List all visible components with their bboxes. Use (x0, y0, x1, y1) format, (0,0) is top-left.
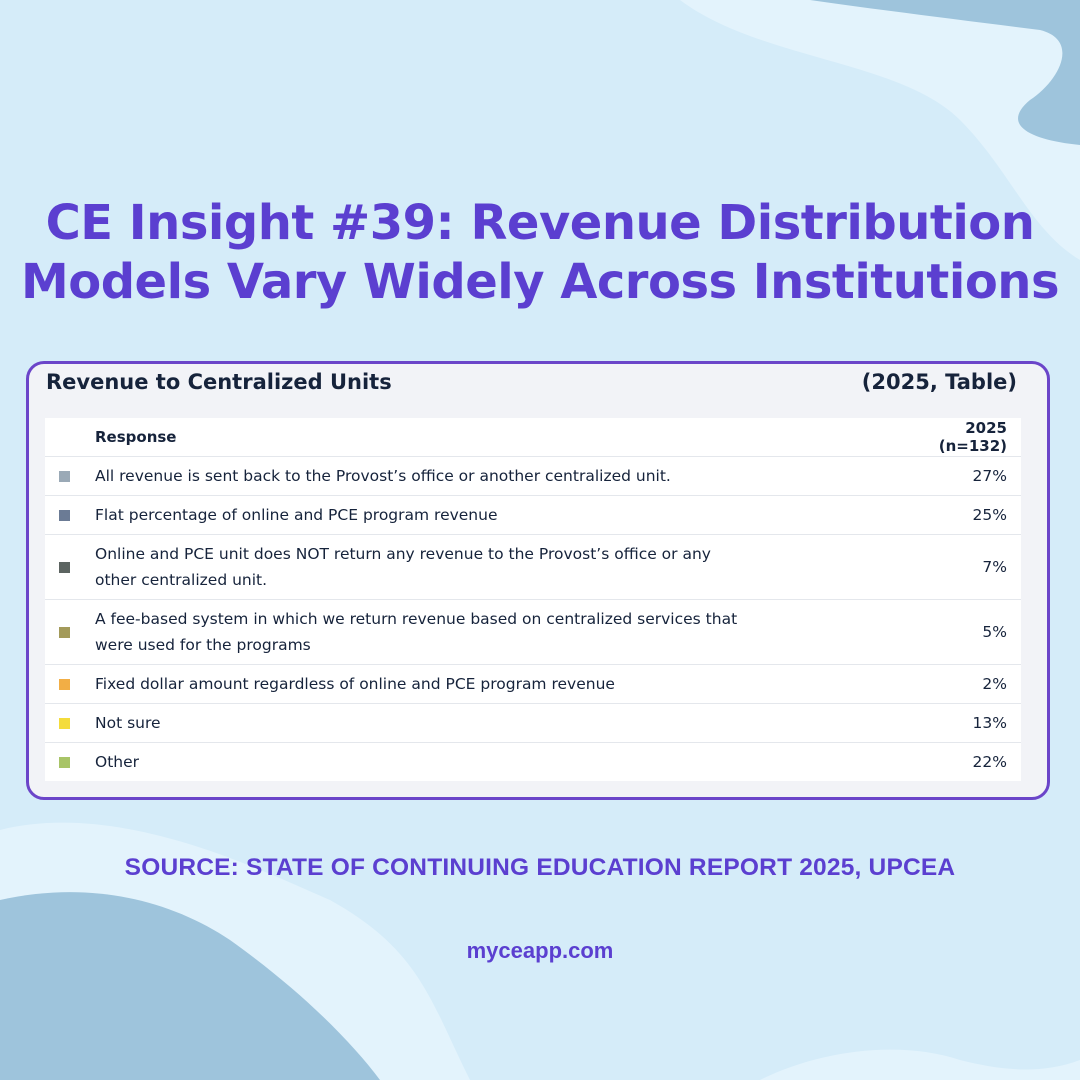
color-swatch (59, 717, 70, 729)
page-title-line-1: CE Insight #39: Revenue Distribution (45, 195, 1035, 251)
table-row: Fixed dollar amount regardless of online… (45, 664, 1021, 704)
row-swatch-cell (45, 664, 95, 704)
color-swatch (59, 470, 70, 482)
row-value: 13% (904, 703, 1021, 743)
page-title: CE Insight #39: Revenue Distribution Mod… (0, 194, 1080, 312)
row-value: 27% (904, 456, 1021, 496)
row-value: 2% (904, 664, 1021, 704)
color-swatch (59, 561, 70, 573)
column-header-response: Response (95, 428, 177, 446)
row-value: 25% (904, 495, 1021, 535)
data-table: Response 2025 (n=132) All revenue is sen… (45, 418, 1021, 781)
row-swatch-cell (45, 703, 95, 743)
website-link[interactable]: myceapp.com (466, 938, 614, 963)
row-label: All revenue is sent back to the Provost’… (95, 456, 905, 496)
table-panel: Revenue to Centralized Units (2025, Tabl… (26, 361, 1050, 800)
panel-subtitle: (2025, Table) (861, 370, 1017, 394)
page-title-line-2: Models Vary Widely Across Institutions (20, 254, 1060, 310)
bottom-right-wave (760, 1049, 1080, 1080)
row-label: Online and PCE unit does NOT return any … (95, 534, 905, 600)
row-label: Other (95, 742, 905, 781)
row-label: A fee-based system in which we return re… (95, 599, 905, 665)
color-swatch (59, 626, 70, 638)
table-row: Online and PCE unit does NOT return any … (45, 534, 1021, 600)
row-swatch-cell (45, 599, 95, 665)
row-swatch-cell (45, 495, 95, 535)
table-row: All revenue is sent back to the Provost’… (45, 456, 1021, 496)
row-label: Flat percentage of online and PCE progra… (95, 495, 905, 535)
panel-title: Revenue to Centralized Units (46, 370, 392, 394)
column-header-value: 2025 (n=132) (938, 419, 1007, 455)
color-swatch (59, 756, 70, 768)
top-right-wave-light (680, 0, 1080, 260)
table-row: Flat percentage of online and PCE progra… (45, 495, 1021, 535)
table-body: All revenue is sent back to the Provost’… (45, 456, 1021, 781)
row-value: 7% (904, 534, 1021, 600)
table-row: Not sure 13% (45, 703, 1021, 743)
bottom-left-wave-dark (0, 892, 380, 1080)
row-value: 5% (904, 599, 1021, 665)
table-container: Response 2025 (n=132) All revenue is sen… (45, 418, 1021, 781)
color-swatch (59, 678, 70, 690)
table-row: A fee-based system in which we return re… (45, 599, 1021, 665)
table-header-row: Response 2025 (n=132) (45, 418, 1021, 457)
swatch-header (45, 418, 95, 457)
row-swatch-cell (45, 456, 95, 496)
row-value: 22% (904, 742, 1021, 781)
color-swatch (59, 509, 70, 521)
source-citation: SOURCE: STATE OF CONTINUING EDUCATION RE… (124, 854, 956, 881)
row-swatch-cell (45, 742, 95, 781)
top-right-wave-dark (810, 0, 1080, 145)
row-label: Fixed dollar amount regardless of online… (95, 664, 905, 704)
table-row: Other 22% (45, 742, 1021, 781)
row-label: Not sure (95, 703, 905, 743)
row-swatch-cell (45, 534, 95, 600)
